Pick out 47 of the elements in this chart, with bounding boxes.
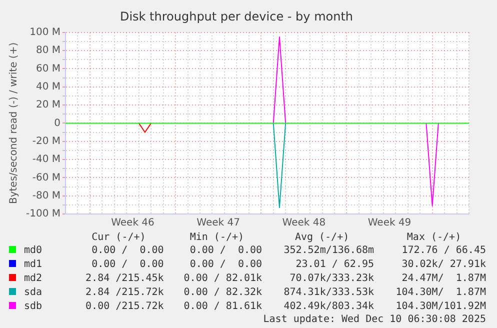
text: 874.31k/333.53k xyxy=(282,286,376,300)
text: 402.49k/803.34k xyxy=(282,300,376,314)
legend-label: md1 xyxy=(23,258,44,272)
y-axis-title: Bytes/second read (-) / write (+) xyxy=(8,42,20,204)
legend-label: sdb xyxy=(23,300,44,314)
text: 0.00 /215.72k xyxy=(84,300,165,314)
x-tick-label: Week 47 xyxy=(196,218,240,229)
text: 0.00 / 0.00 xyxy=(188,244,264,258)
text: 0.00 / 82.32k xyxy=(182,286,264,300)
text: 352.52m/136.68m xyxy=(282,244,376,258)
text: Min (-/+) xyxy=(188,232,246,244)
chart-title: Disk throughput per device - by month xyxy=(120,9,354,24)
y-tick-label: 60 M xyxy=(36,63,60,74)
y-tick-label: 100 M xyxy=(30,26,60,38)
y-tick-label: 0 xyxy=(54,118,60,129)
text: Avg (-/+) xyxy=(294,232,350,244)
y-tick-label: -60 M xyxy=(32,172,60,184)
y-tick-label: 40 M xyxy=(36,81,60,92)
y-tick-label: 80 M xyxy=(36,45,60,56)
y-tick-label: -40 M xyxy=(32,154,60,166)
text: 30.02k/ 27.91k xyxy=(400,258,487,272)
text: 24.47M/ 1.87M xyxy=(400,272,487,286)
text: 0.00 / 0.00 xyxy=(90,244,165,258)
y-tick-label: -100 M xyxy=(26,208,60,220)
text: 0.00 / 0.00 xyxy=(188,258,264,272)
text: 23.01 / 62.95 xyxy=(294,258,376,272)
text: 70.07k/333.23k xyxy=(288,272,376,286)
legend-label: sda xyxy=(23,286,44,300)
text: 104.30M/101.92M xyxy=(394,300,487,314)
y-tick-label: -80 M xyxy=(32,190,60,202)
y-tick-label: -20 M xyxy=(32,136,60,147)
x-tick-label: Week 48 xyxy=(282,218,326,229)
text: 2.84 /215.45k xyxy=(84,272,165,286)
text: Max (-/+) xyxy=(406,232,462,244)
x-tick-label: Week 49 xyxy=(368,218,412,229)
x-tick-label: Week 46 xyxy=(111,218,154,229)
text: 0.00 / 81.61k xyxy=(182,300,264,314)
text: 172.76 / 66.45 xyxy=(400,244,487,258)
text: 0.00 / 0.00 xyxy=(90,258,165,272)
text: 0.00 / 82.01k xyxy=(182,272,264,286)
text: Cur (-/+) xyxy=(90,232,147,244)
text: 2.84 /215.72k xyxy=(84,286,165,300)
y-tick-label: 20 M xyxy=(36,100,60,111)
legend-label: md0 xyxy=(23,244,44,258)
text: Last update: Wed Dec 10 06:30:08 2025 xyxy=(262,314,487,326)
legend-label: md2 xyxy=(23,272,44,286)
text: 104.30M/ 1.87M xyxy=(394,286,487,300)
